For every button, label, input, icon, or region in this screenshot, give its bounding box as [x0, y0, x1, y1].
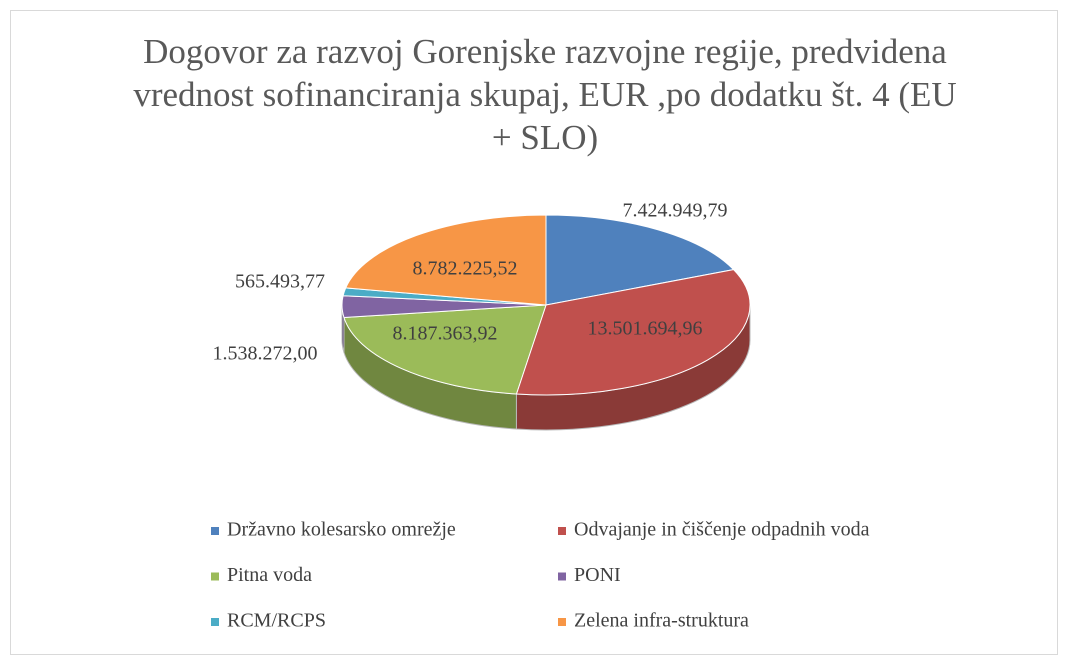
legend-label: PONI	[574, 564, 621, 586]
legend-marker	[211, 527, 219, 535]
pie-slice	[344, 214, 547, 306]
data-label: 565.493,77	[235, 271, 325, 293]
legend-marker	[211, 572, 219, 581]
legend-marker	[558, 572, 566, 581]
legend-label: Pitna voda	[227, 564, 312, 586]
data-label: 1.538.272,00	[213, 343, 318, 365]
legend-marker	[558, 618, 566, 626]
legend-label: Državno kolesarsko omrežje	[227, 519, 456, 541]
data-label: 13.501.694,96	[588, 318, 703, 340]
pie-slice	[343, 304, 547, 395]
legend-label: RCM/RCPS	[227, 610, 326, 632]
legend-marker	[558, 527, 566, 535]
pie-slice	[515, 269, 751, 396]
pie-slice	[545, 214, 735, 306]
legend-marker	[211, 618, 219, 626]
data-label: 8.187.363,92	[393, 323, 498, 345]
data-label: 8.782.225,52	[413, 258, 518, 280]
legend-label: Odvajanje in čiščenje odpadnih voda	[574, 519, 870, 541]
chart-title: Dogovor za razvoj Gorenjske razvojne reg…	[133, 32, 957, 157]
data-label: 7.424.949,79	[623, 200, 728, 222]
legend-label: Zelena infra-struktura	[574, 610, 749, 632]
